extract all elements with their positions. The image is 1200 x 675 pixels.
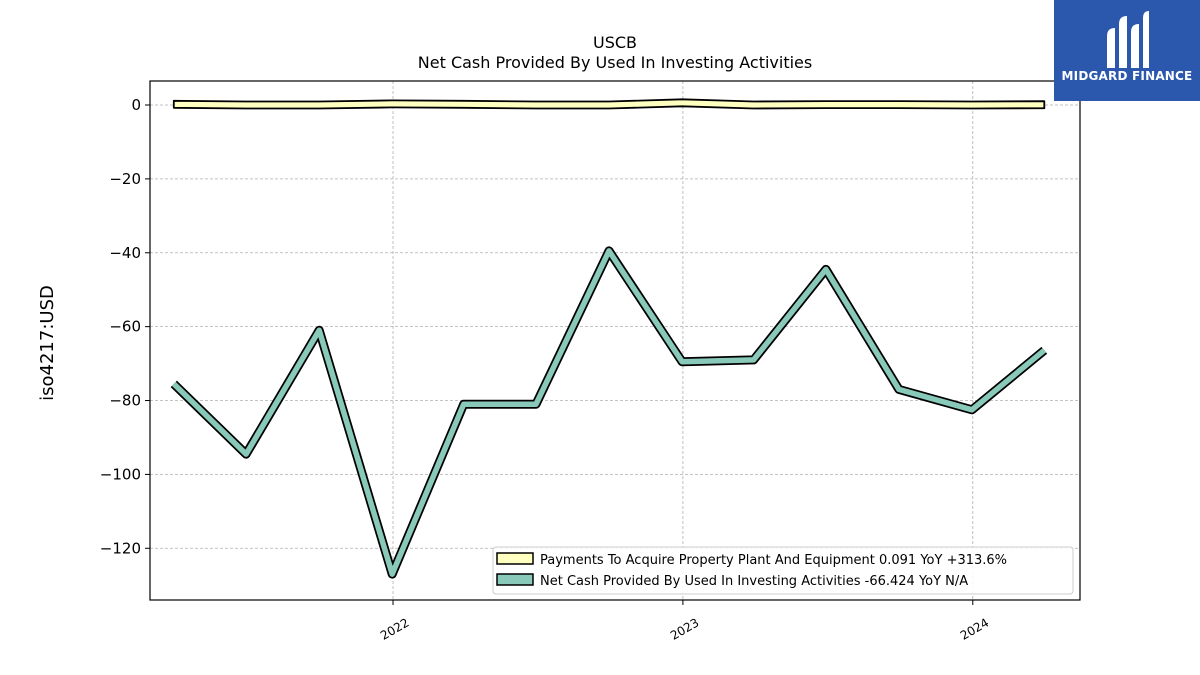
- grid-layer: [150, 81, 1080, 600]
- legend-box: [492, 546, 1074, 595]
- y-tick-label: −100: [100, 465, 141, 483]
- logo-text: MIDGARD FINANCE: [1061, 69, 1193, 83]
- series-line-net-cash-outline: [170, 246, 1048, 579]
- y-axis: 0 −20 −40 −60 −80 −100 −120: [100, 96, 150, 557]
- x-tick-label: 2022: [378, 615, 411, 642]
- x-axis: 2022 2023 2024: [378, 600, 991, 643]
- x-tick-label: 2024: [958, 615, 991, 642]
- series-layer: [170, 98, 1048, 579]
- y-tick-label: −60: [109, 318, 141, 336]
- y-tick-label: −40: [109, 244, 141, 262]
- y-tick-label: −80: [109, 392, 141, 410]
- logo-mark-icon: [1107, 11, 1149, 68]
- y-tick-label: −20: [109, 170, 141, 188]
- chart-subtitle: Net Cash Provided By Used In Investing A…: [418, 53, 812, 72]
- y-tick-label: 0: [131, 96, 141, 114]
- chart-title: USCB: [593, 33, 637, 52]
- x-tick-label: 2023: [668, 615, 701, 642]
- series-line-net-cash: [171, 248, 1047, 577]
- legend-swatch-net-cash: [496, 573, 534, 586]
- y-axis-label: iso4217:USD: [37, 285, 58, 401]
- legend-label-payments: Payments To Acquire Property Plant And E…: [540, 553, 1007, 568]
- series-line-payments: [172, 98, 1046, 110]
- legend-swatch-payments: [496, 552, 534, 565]
- plot-frame: [149, 80, 1081, 601]
- legend: Payments To Acquire Property Plant And E…: [492, 546, 1074, 595]
- midgard-finance-logo: MIDGARD FINANCE: [1054, 0, 1200, 101]
- y-tick-label: −120: [100, 539, 141, 557]
- legend-label-net-cash: Net Cash Provided By Used In Investing A…: [540, 574, 968, 589]
